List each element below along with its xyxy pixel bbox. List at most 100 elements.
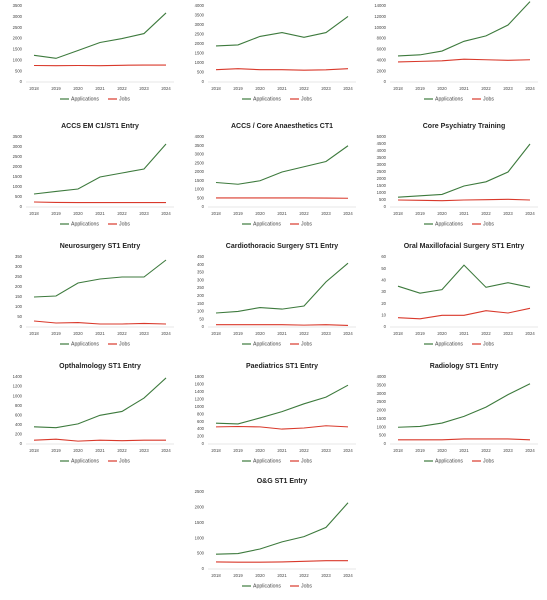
series-line <box>33 377 167 429</box>
x-tick-label: 2018 <box>211 86 221 91</box>
x-tick-label: 2022 <box>481 211 491 216</box>
x-tick-label: 2018 <box>211 211 221 216</box>
series-line <box>216 324 349 326</box>
legend-label: Jobs <box>119 341 130 347</box>
y-tick-label: 50 <box>199 316 204 321</box>
x-tick-label: 2021 <box>277 331 287 336</box>
x-tick-label: 2022 <box>117 86 127 91</box>
x-tick-label: 2020 <box>437 448 447 453</box>
y-tick-label: 0 <box>384 441 387 446</box>
x-tick-label: 2020 <box>437 86 447 91</box>
x-tick-label: 2024 <box>343 448 353 453</box>
y-tick-label: 50 <box>17 314 22 319</box>
series-line <box>33 143 167 195</box>
x-tick-label: 2022 <box>299 448 309 453</box>
x-tick-label: 2024 <box>161 448 171 453</box>
y-tick-label: 1500 <box>195 51 205 56</box>
x-tick-label: 2018 <box>393 331 403 336</box>
x-tick-label: 2019 <box>233 86 243 91</box>
series-line <box>33 320 167 325</box>
series-line <box>215 502 349 555</box>
x-tick-label: 2023 <box>321 331 331 336</box>
y-tick-label: 2500 <box>377 399 387 404</box>
y-tick-label: 4000 <box>195 134 205 139</box>
x-tick-label: 2022 <box>299 573 309 578</box>
y-tick-label: 4000 <box>195 3 205 8</box>
y-tick-label: 3000 <box>13 144 23 149</box>
y-tick-label: 0 <box>20 441 23 446</box>
y-tick-label: 1800 <box>195 374 205 379</box>
y-tick-label: 2000 <box>377 176 387 181</box>
y-tick-label: 3000 <box>377 391 387 396</box>
y-tick-label: 3500 <box>13 134 23 139</box>
y-tick-label: 3500 <box>195 13 205 18</box>
chart-title: Opthalmology ST1 Entry <box>59 363 141 370</box>
x-tick-label: 2022 <box>481 86 491 91</box>
chart-title: Core Psychiatry Training <box>423 123 505 130</box>
y-tick-label: 3500 <box>377 155 387 160</box>
chart-title: Oral Maxillofacial Surgery ST1 Entry <box>404 243 525 250</box>
legend-label: Jobs <box>301 221 312 227</box>
x-tick-label: 2023 <box>503 448 513 453</box>
y-tick-label: 1200 <box>195 396 205 401</box>
y-tick-label: 250 <box>15 274 23 279</box>
x-tick-label: 2021 <box>459 211 469 216</box>
y-tick-label: 0 <box>202 79 205 84</box>
y-tick-label: 2000 <box>377 68 387 73</box>
legend-label: Applications <box>71 458 99 464</box>
x-tick-label: 2023 <box>503 331 513 336</box>
y-tick-label: 200 <box>15 432 23 437</box>
series-line <box>215 145 349 185</box>
legend-label: Applications <box>253 583 281 589</box>
y-tick-label: 40 <box>381 277 386 282</box>
x-tick-label: 2020 <box>73 211 83 216</box>
x-tick-label: 2021 <box>277 211 287 216</box>
x-tick-label: 2019 <box>51 86 61 91</box>
legend-label: Jobs <box>301 583 312 589</box>
x-tick-label: 2022 <box>299 331 309 336</box>
x-tick-label: 2018 <box>393 211 403 216</box>
x-tick-label: 2024 <box>161 331 171 336</box>
y-tick-label: 4000 <box>377 57 387 62</box>
x-tick-label: 2020 <box>255 573 265 578</box>
x-tick-label: 2020 <box>255 448 265 453</box>
series-line <box>397 143 531 198</box>
y-tick-label: 350 <box>197 270 205 275</box>
x-tick-label: 2022 <box>117 448 127 453</box>
legend-label: Applications <box>71 221 99 227</box>
y-tick-label: 1000 <box>13 184 23 189</box>
y-tick-label: 150 <box>15 294 23 299</box>
series-line <box>397 1 531 57</box>
y-tick-label: 6000 <box>377 47 387 52</box>
x-tick-label: 2024 <box>161 211 171 216</box>
x-tick-label: 2022 <box>299 86 309 91</box>
x-tick-label: 2024 <box>525 86 535 91</box>
x-tick-label: 2023 <box>139 331 149 336</box>
x-tick-label: 2018 <box>29 331 39 336</box>
y-tick-label: 10000 <box>374 25 386 30</box>
y-tick-label: 2500 <box>13 25 23 30</box>
y-tick-label: 100 <box>15 304 23 309</box>
x-tick-label: 2018 <box>393 448 403 453</box>
y-tick-label: 1000 <box>13 393 23 398</box>
x-tick-label: 2024 <box>525 331 535 336</box>
y-tick-label: 500 <box>197 551 205 556</box>
y-tick-label: 450 <box>197 254 205 259</box>
y-tick-label: 4500 <box>377 141 387 146</box>
legend-label: Jobs <box>483 221 494 227</box>
y-tick-label: 1000 <box>195 187 205 192</box>
y-tick-label: 1000 <box>195 535 205 540</box>
legend-label: Jobs <box>483 458 494 464</box>
series-line <box>215 262 349 314</box>
x-tick-label: 2020 <box>437 331 447 336</box>
y-tick-label: 3500 <box>195 143 205 148</box>
y-tick-label: 300 <box>197 277 205 282</box>
y-tick-label: 2000 <box>13 36 23 41</box>
series-line <box>215 16 349 47</box>
legend-label: Jobs <box>301 341 312 347</box>
y-tick-label: 2500 <box>13 154 23 159</box>
y-tick-label: 0 <box>384 324 387 329</box>
y-tick-label: 400 <box>197 262 205 267</box>
legend-label: Applications <box>253 221 281 227</box>
x-tick-label: 2018 <box>393 86 403 91</box>
